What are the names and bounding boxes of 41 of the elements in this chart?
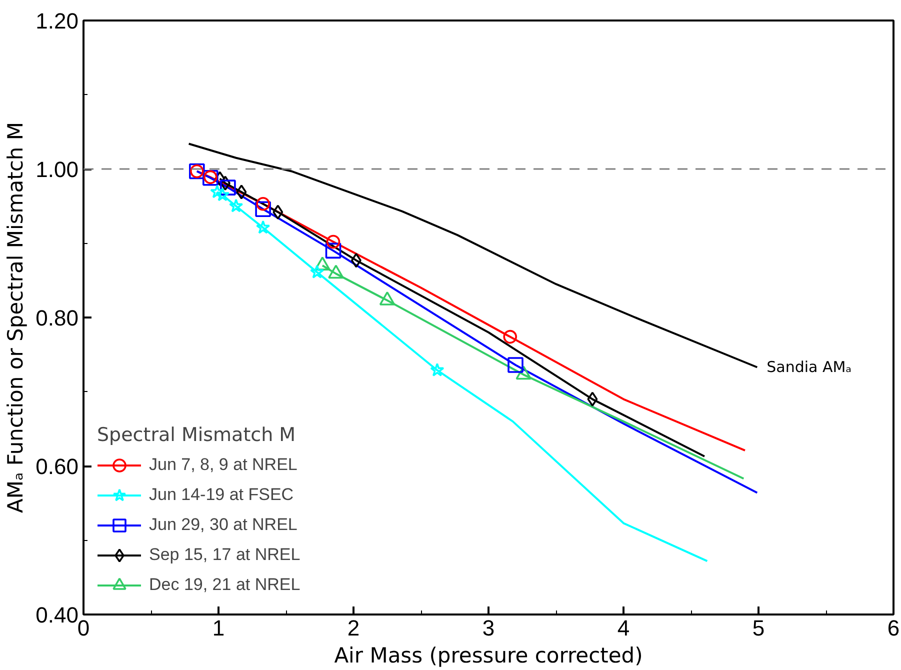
y-tick-label: 0.80 — [36, 306, 79, 330]
point — [236, 184, 247, 200]
point — [325, 242, 342, 259]
point — [587, 392, 598, 407]
legend-label: Sep 15, 17 at NREL — [149, 544, 300, 566]
series-label: Sandia AMₐ — [766, 358, 852, 376]
point — [214, 171, 226, 186]
y-tick-label: 0.60 — [36, 454, 79, 479]
point — [503, 330, 517, 344]
line-series — [188, 142, 758, 368]
y-tick-label: 1.00 — [36, 157, 79, 182]
point — [508, 357, 524, 373]
point — [310, 264, 324, 278]
x-tick-label: 5 — [752, 616, 765, 640]
x-tick-label: 6 — [887, 616, 900, 640]
legend-label: Jun 7, 8, 9 at NREL — [149, 454, 298, 476]
legend-label: Jun 14-19 at FSEC — [149, 484, 294, 506]
point — [430, 362, 444, 376]
point — [215, 188, 230, 202]
point — [220, 180, 236, 196]
legend-label: Dec 19, 21 at NREL — [149, 574, 300, 596]
y-axis-title: AMₐ Function or Spectral Mismatch M — [4, 122, 28, 514]
x-tick-label: 0 — [77, 616, 90, 640]
point — [228, 198, 244, 212]
x-tick-label: 1 — [212, 616, 225, 640]
point — [210, 184, 224, 198]
y-tick-label: 0.40 — [36, 602, 79, 628]
legend-title: Spectral Mismatch M — [97, 424, 297, 446]
point — [516, 366, 532, 380]
point — [272, 204, 284, 220]
legend-label: Jun 29, 30 at NREL — [149, 514, 298, 536]
y-tick-label: 1.20 — [36, 8, 79, 34]
point — [256, 197, 270, 211]
x-tick-label: 3 — [482, 616, 495, 640]
point — [326, 234, 340, 249]
x-axis-title: Air Mass (pressure corrected) — [334, 644, 643, 668]
point — [255, 201, 271, 217]
point — [350, 252, 362, 268]
point — [256, 220, 270, 234]
x-tick-label: 4 — [617, 616, 630, 640]
x-tick-label: 2 — [347, 616, 360, 640]
